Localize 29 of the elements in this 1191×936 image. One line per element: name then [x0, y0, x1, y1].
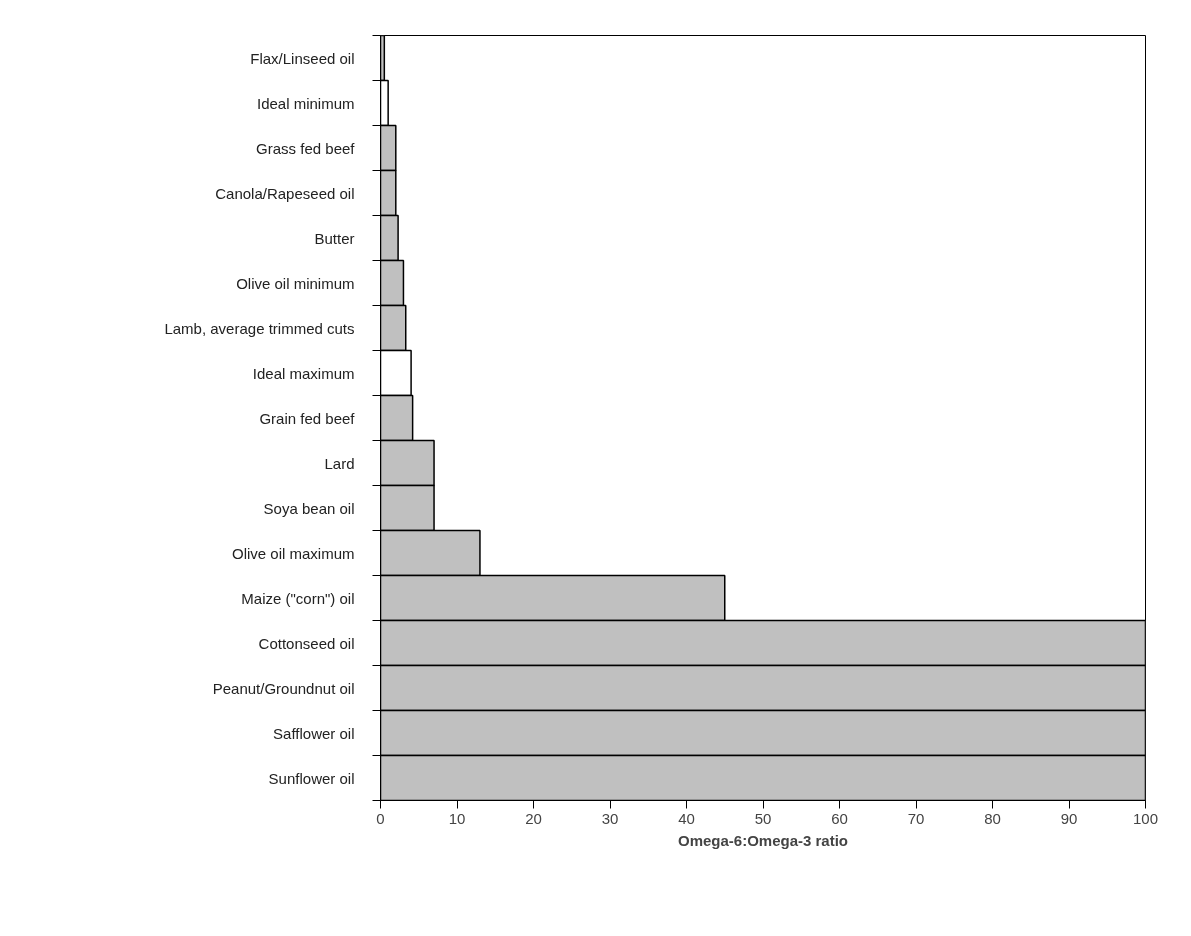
y-tick-label: Canola/Rapeseed oil	[215, 184, 355, 202]
x-tick-label: 90	[1060, 809, 1078, 827]
y-tick-label: Lard	[324, 454, 355, 472]
y-tick-label: Grain fed beef	[259, 409, 356, 427]
x-tick-label: 0	[376, 809, 385, 827]
x-tick-label: 20	[525, 809, 542, 827]
x-tick-label: 30	[601, 809, 619, 827]
x-tick-label: 80	[984, 809, 1001, 827]
x-tick-label: 40	[678, 809, 695, 827]
y-tick-label: Soya bean oil	[263, 499, 355, 517]
y-tick-label: Peanut/Groundnut oil	[212, 679, 355, 697]
y-tick-label: Olive oil maximum	[231, 544, 355, 562]
y-tick-label: Sunflower oil	[268, 769, 355, 787]
x-tick-label: 100	[1132, 809, 1159, 827]
y-tick-label: Ideal maximum	[252, 364, 355, 382]
x-tick-label: 50	[754, 809, 772, 827]
x-axis-title: Omega-6:Omega-3 ratio	[677, 831, 849, 849]
x-tick-label: 10	[448, 809, 466, 827]
y-tick-label: Butter	[314, 229, 355, 247]
x-tick-label: 70	[907, 809, 925, 827]
y-tick-label: Grass fed beef	[256, 139, 356, 157]
y-tick-label: Lamb, average trimmed cuts	[164, 319, 355, 337]
y-tick-label: Ideal minimum	[256, 94, 355, 112]
y-tick-label: Olive oil minimum	[236, 274, 355, 292]
y-tick-label: Cottonseed oil	[258, 634, 355, 652]
y-tick-label: Maize ("corn") oil	[241, 589, 355, 607]
y-tick-label: Flax/Linseed oil	[250, 49, 355, 67]
y-tick-label: Safflower oil	[273, 724, 355, 742]
x-tick-label: 60	[831, 809, 848, 827]
